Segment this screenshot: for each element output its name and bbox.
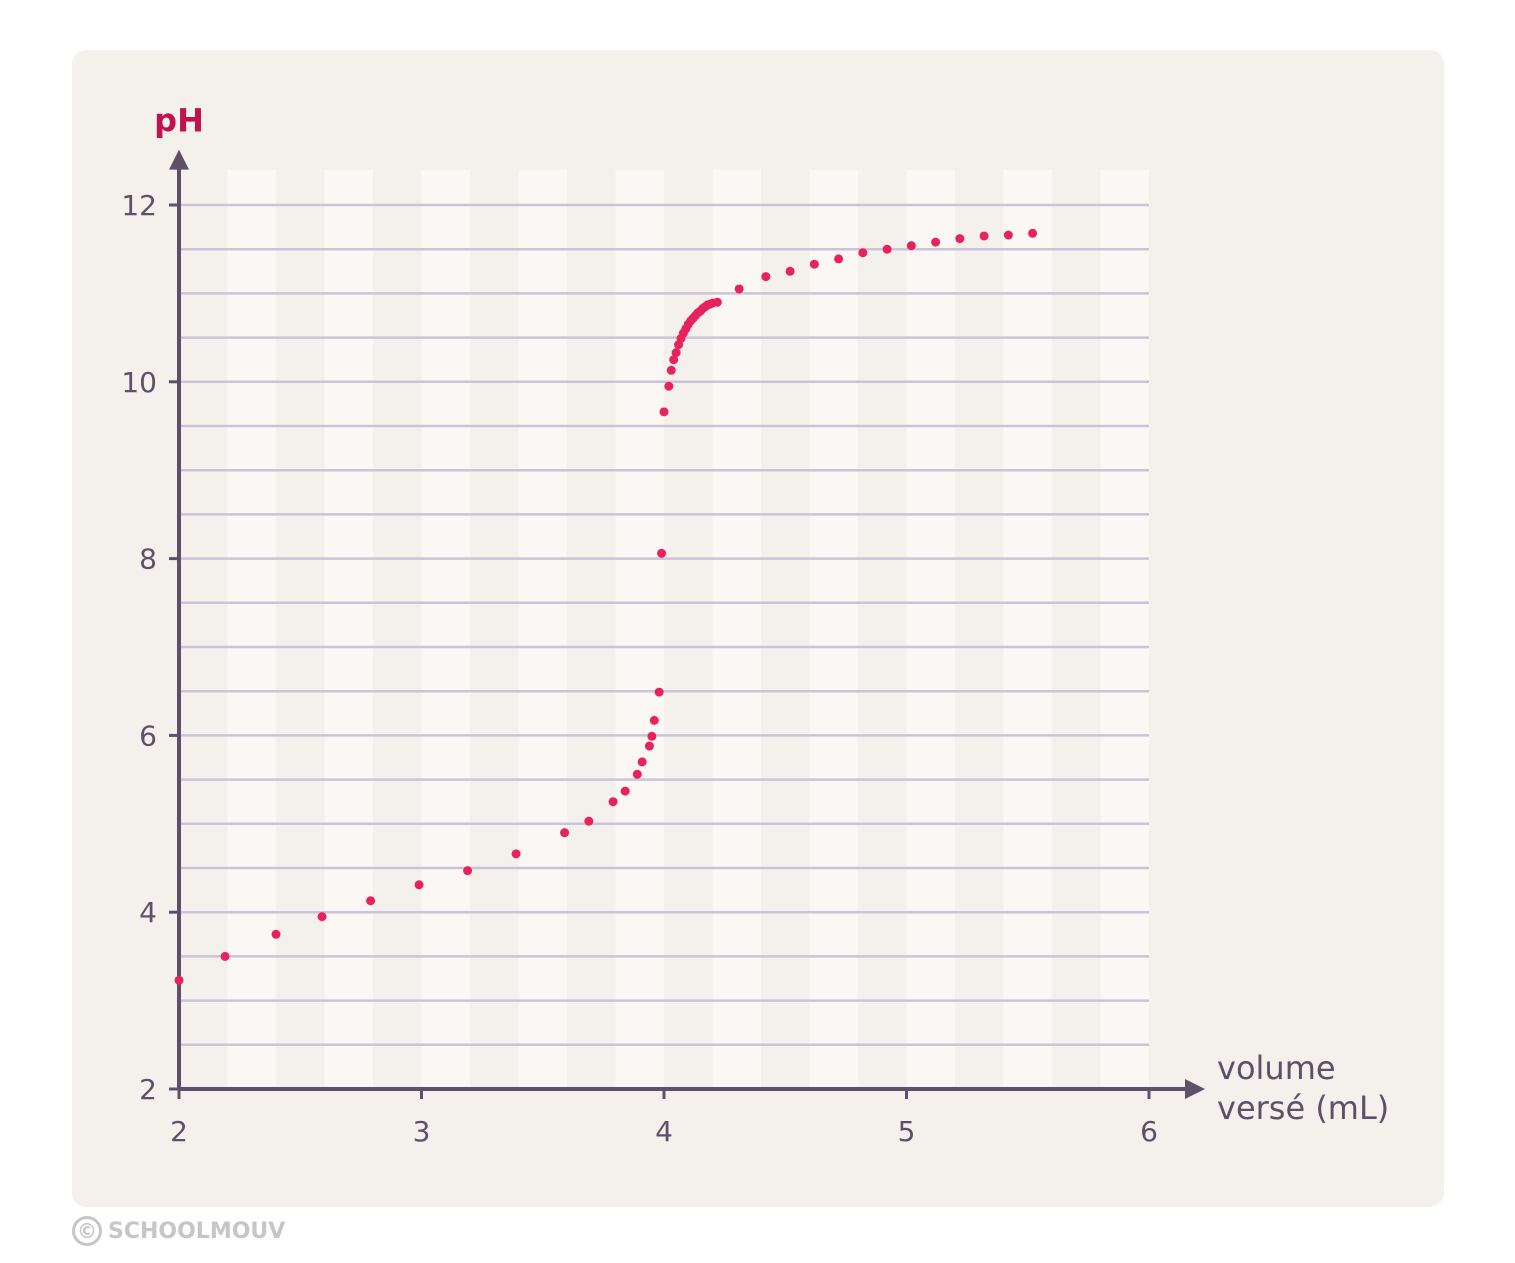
grid-stripe	[906, 169, 955, 1089]
data-point	[654, 687, 664, 697]
data-point	[906, 241, 916, 251]
x-tick-label: 2	[170, 1115, 188, 1148]
data-point	[882, 244, 892, 254]
y-tick-label: 12	[121, 189, 157, 222]
data-point	[666, 365, 676, 375]
x-axis-label: volume	[1217, 1049, 1336, 1087]
data-point	[637, 757, 647, 767]
data-point	[712, 297, 722, 307]
data-point	[1003, 230, 1013, 240]
data-point	[632, 769, 642, 779]
data-point	[174, 975, 184, 985]
data-point	[931, 237, 941, 247]
watermark-text: SCHOOLMOUV	[108, 1218, 286, 1244]
data-point	[463, 866, 473, 876]
data-point	[584, 816, 594, 826]
data-point	[785, 266, 795, 276]
data-point	[560, 828, 570, 838]
x-tick-label: 4	[655, 1115, 673, 1148]
data-point	[220, 951, 230, 961]
y-axis-label: pH	[154, 102, 204, 140]
x-tick-label: 3	[413, 1115, 431, 1148]
data-point	[761, 272, 771, 282]
data-point	[657, 548, 667, 558]
data-point	[608, 797, 618, 807]
data-point	[669, 355, 679, 365]
data-point	[647, 731, 657, 741]
grid-stripe	[712, 169, 761, 1089]
y-tick-label: 10	[121, 366, 157, 399]
data-point	[671, 348, 681, 358]
y-tick-label: 8	[139, 543, 157, 576]
data-point	[649, 715, 659, 725]
x-axis-label: versé (mL)	[1217, 1089, 1389, 1127]
grid-stripe	[809, 169, 858, 1089]
watermark: © SCHOOLMOUV	[72, 1216, 285, 1246]
data-point	[979, 231, 989, 241]
data-point	[366, 896, 376, 906]
grid-stripe	[324, 169, 373, 1089]
x-axis-arrow-icon	[1185, 1079, 1205, 1099]
data-point	[734, 284, 744, 294]
y-tick-label: 4	[139, 896, 157, 929]
data-point	[644, 741, 654, 751]
data-point	[834, 254, 844, 264]
data-point	[271, 929, 281, 939]
data-point	[1028, 228, 1038, 238]
chart-card: 2 3 4 5 6 2 4 6 8 10 12 pH volume versé (mL)	[72, 50, 1444, 1207]
data-point	[317, 912, 327, 922]
data-point	[511, 849, 521, 859]
x-tick-label: 6	[1140, 1115, 1158, 1148]
grid-stripe	[421, 169, 470, 1089]
data-point	[955, 234, 965, 244]
y-axis-arrow-icon	[169, 149, 189, 170]
data-point	[809, 259, 819, 269]
grid-stripe	[1003, 169, 1052, 1089]
grid-stripe	[1100, 169, 1149, 1089]
data-point	[414, 880, 424, 890]
x-tick-label: 5	[898, 1115, 916, 1148]
y-tick-label: 2	[139, 1073, 157, 1106]
grid-stripe	[518, 169, 567, 1089]
data-point	[620, 786, 630, 796]
data-point	[659, 407, 669, 417]
grid-stripe	[227, 169, 276, 1089]
grid-stripe	[615, 169, 664, 1089]
data-point	[858, 248, 868, 258]
y-tick-label: 6	[139, 719, 157, 752]
copyright-icon: ©	[72, 1216, 102, 1246]
data-point	[664, 381, 674, 391]
